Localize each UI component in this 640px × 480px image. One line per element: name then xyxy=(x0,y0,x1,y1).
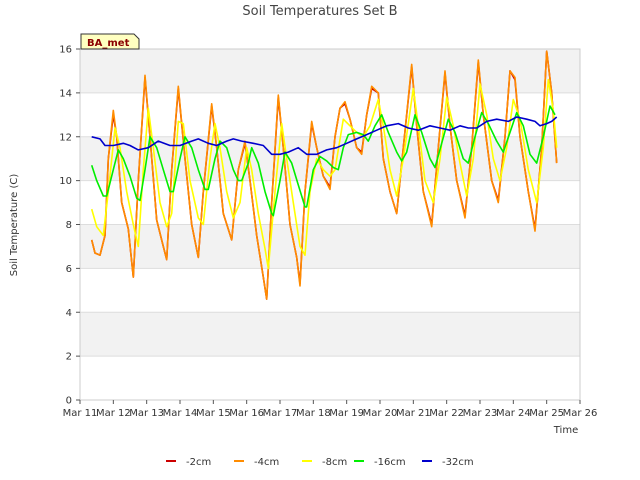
y-tick-label: 8 xyxy=(66,220,72,231)
legend: -2cm -4cm -8cm -16cm -32cm xyxy=(166,457,474,468)
x-tick-label: Mar 16 xyxy=(229,408,264,419)
x-axis-label: Time xyxy=(553,425,578,436)
legend-label: -4cm xyxy=(254,457,279,468)
y-tick-label: 16 xyxy=(59,45,72,56)
x-tick-label: Mar 26 xyxy=(563,408,598,419)
x-tick-label: Mar 14 xyxy=(163,408,198,419)
x-tick-label: Mar 19 xyxy=(329,408,364,419)
legend-label: -32cm xyxy=(442,457,474,468)
grid-band xyxy=(80,49,580,93)
y-tick-label: 12 xyxy=(59,132,72,143)
x-tick-label: Mar 17 xyxy=(263,408,298,419)
chart-title: Soil Temperatures Set B xyxy=(242,4,397,19)
series-line-32cmcm xyxy=(91,116,558,156)
x-tick-label: Mar 25 xyxy=(529,408,564,419)
x-tick-label: Mar 12 xyxy=(96,408,131,419)
grid-band xyxy=(80,312,580,357)
y-tick-label: 2 xyxy=(66,352,72,363)
series-line-4cmcm xyxy=(90,50,558,300)
y-tick-label: 0 xyxy=(66,396,72,407)
x-tick-label: Mar 15 xyxy=(196,408,231,419)
station-label: BA_met xyxy=(87,38,130,49)
y-tick-label: 6 xyxy=(66,264,72,275)
series-lines xyxy=(90,50,558,300)
grid-band xyxy=(80,136,580,181)
x-tick-label: Mar 11 xyxy=(63,408,98,419)
x-tick-label: Mar 21 xyxy=(396,408,431,419)
x-tick-label: Mar 22 xyxy=(429,408,464,419)
y-tick-label: 4 xyxy=(66,308,72,319)
grid-bands xyxy=(80,49,580,357)
y-axis-label: Soil Temperature (C) xyxy=(9,174,20,277)
legend-label: -8cm xyxy=(322,457,347,468)
x-tick-label: Mar 23 xyxy=(463,408,498,419)
x-tick-label: Mar 13 xyxy=(129,408,164,419)
legend-label: -2cm xyxy=(186,457,211,468)
y-tick-label: 14 xyxy=(59,88,72,99)
y-tick-label: 10 xyxy=(59,176,72,187)
y-axis-ticks: 0 2 4 6 8 10 12 14 16 xyxy=(59,45,80,407)
series-line-16cmcm xyxy=(90,105,556,217)
legend-label: -16cm xyxy=(374,457,406,468)
grid-band xyxy=(80,224,580,269)
station-badge: BA_met xyxy=(80,33,140,50)
x-tick-label: Mar 18 xyxy=(296,408,331,419)
x-tick-label: Mar 20 xyxy=(363,408,398,419)
x-tick-label: Mar 24 xyxy=(496,408,531,419)
